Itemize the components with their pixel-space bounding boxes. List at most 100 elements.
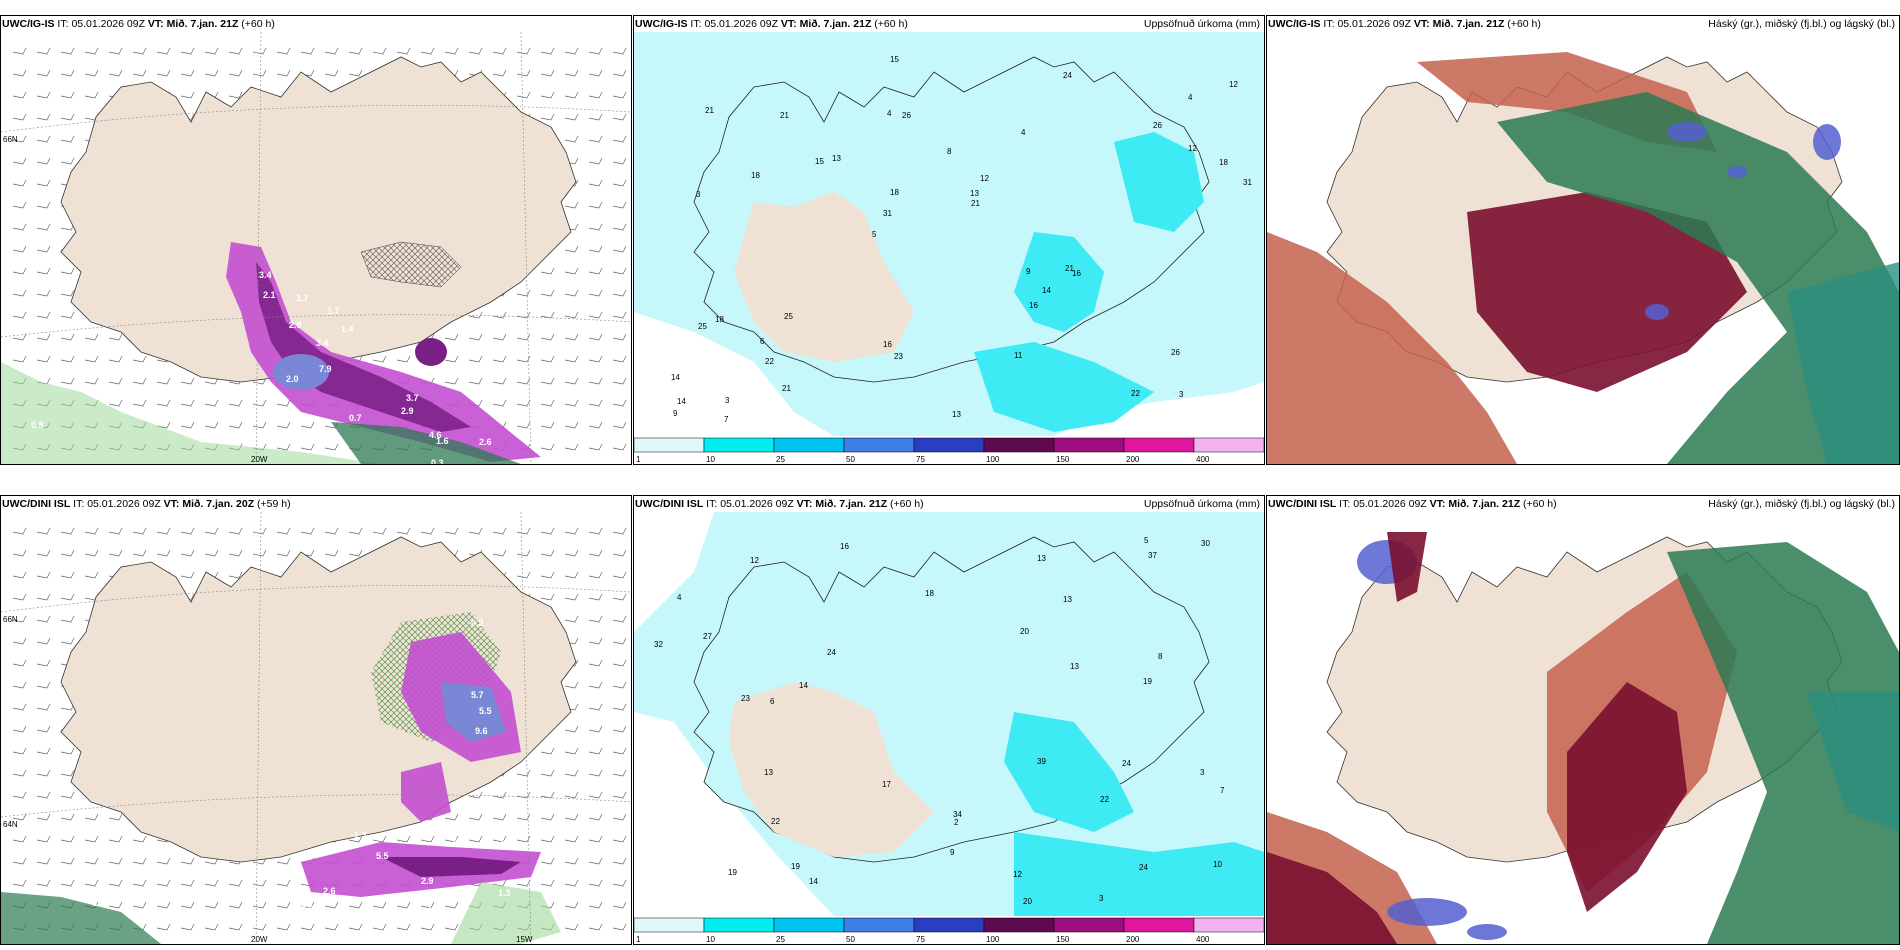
- colorbar-swatch: [634, 917, 705, 933]
- precip-value: 8: [1158, 652, 1163, 661]
- iceland-land: [60, 56, 577, 383]
- init-time: 05.01.2026 09Z: [71, 18, 145, 30]
- precip-map: 3 3 4 5 4 3 4 8 18 13 14 22 26 12 16 21 15 31 9 12 31 16 18 21 2…: [634, 32, 1264, 436]
- precip-value: 9: [1026, 267, 1031, 276]
- precip-value: 18: [751, 171, 760, 180]
- panel-dini-wind: UWC/DINI ISL IT: 05.01.2026 09Z VT: Mið.…: [0, 495, 632, 945]
- precip-value: 8: [947, 147, 952, 156]
- green-sw: [1, 892, 161, 944]
- panel-header: UWC/IG-IS IT: 05.01.2026 09Z VT: Mið. 7.…: [1268, 17, 1898, 32]
- precip-value: 21: [1065, 264, 1074, 273]
- precip-value: 17: [882, 780, 891, 789]
- model-name: UWC/DINI ISL: [2, 498, 71, 510]
- lead-time: (+60 h): [890, 498, 924, 510]
- precip-band: [226, 242, 541, 462]
- vt-label: VT:: [1429, 498, 1446, 510]
- panel-title: Háský (gr.), miðský (fj.bl.) og lágský (…: [1708, 498, 1895, 510]
- panel-header: UWC/DINI ISL IT: 05.01.2026 09Z VT: Mið.…: [1268, 497, 1898, 512]
- precip-value: 3: [1200, 768, 1205, 777]
- model-name: UWC/IG-IS: [1268, 18, 1321, 30]
- vt-label: VT:: [780, 18, 797, 30]
- precip-heavy-ne: [1114, 132, 1204, 232]
- precip-heavy-se: [1004, 712, 1134, 832]
- colorbar-swatch: [1193, 917, 1264, 933]
- precip-value: 16: [840, 542, 849, 551]
- temp-label: 1.3: [93, 898, 106, 908]
- panel-igis-wind: UWC/IG-IS IT: 05.01.2026 09Z VT: Mið. 7.…: [0, 15, 632, 465]
- precip-value: 16: [883, 340, 892, 349]
- panel-dini-precip: UWC/DINI ISL IT: 05.01.2026 09Z VT: Mið.…: [633, 495, 1265, 945]
- precip-value: 18: [925, 589, 934, 598]
- precip-value: 30: [1201, 539, 1210, 548]
- init-time: 05.01.2026 09Z: [1337, 18, 1411, 30]
- precip-value: 15: [815, 157, 824, 166]
- precip-value: 21: [780, 111, 789, 120]
- precip-value: 32: [654, 640, 663, 649]
- precip-value: 6: [760, 337, 765, 346]
- lead-time: (+60 h): [241, 18, 275, 30]
- cloud-blue-patches: [1645, 122, 1841, 320]
- temp-label: 5.5: [453, 838, 466, 848]
- cloud-teal-east: [1807, 692, 1899, 832]
- precip-value: 12: [980, 174, 989, 183]
- precip-value: 37: [1148, 551, 1157, 560]
- precip-value: 12: [1229, 80, 1238, 89]
- green-band-dark: [331, 422, 521, 464]
- temp-label: 0.7: [349, 413, 362, 423]
- temp-label: 4.6: [429, 430, 442, 440]
- temp-labels: 3.42.1 1.72.91.71.43.47.92.03.72.94.61.6 2…: [31, 270, 492, 464]
- temp-label: 2.0: [286, 374, 299, 384]
- valid-time: Mið. 7.jan. 21Z: [799, 18, 872, 30]
- model-name: UWC/IG-IS: [635, 18, 688, 30]
- precip-value: 14: [799, 681, 808, 690]
- temp-label: 7.9: [319, 364, 332, 374]
- vt-label: VT:: [1413, 18, 1430, 30]
- precip-value: 5: [872, 230, 877, 239]
- temp-label: 0.3: [471, 618, 484, 628]
- precip-value: 3: [1099, 894, 1104, 903]
- precip-value: 3: [1179, 390, 1184, 399]
- init-time: 05.01.2026 09Z: [720, 498, 794, 510]
- it-label: IT:: [706, 498, 718, 510]
- dry-land-west: [734, 192, 914, 362]
- temp-label: 2.9: [421, 876, 434, 886]
- temp-labels: 5.75.59.61.9-1.35.55.5 5.72.62.91.30.61.3…: [79, 618, 514, 926]
- colorbar-swatch: [843, 917, 915, 933]
- precip-colorbar: 1 10 25 50 75 100 150 200 400: [634, 916, 1264, 944]
- temp-label: 5.5: [479, 706, 492, 716]
- graticule: [1, 32, 631, 464]
- init-time: 05.01.2026 09Z: [704, 18, 778, 30]
- valid-time: Mið. 7.jan. 21Z: [166, 18, 239, 30]
- dry-sea-nw: [634, 512, 714, 632]
- panel-title: Uppsöfnuð úrkoma (mm): [1143, 498, 1260, 510]
- precip-value: 22: [1100, 795, 1109, 804]
- valid-time: Mið. 7.jan. 21Z: [815, 498, 888, 510]
- cloud-maroon-sw: [1267, 852, 1397, 944]
- precip-value: 24: [1122, 759, 1131, 768]
- colorbar-swatch: [1123, 917, 1195, 933]
- dry-sea-west: [634, 712, 834, 916]
- cloud-maroon-north: [1387, 532, 1427, 602]
- cloud-map: [1267, 32, 1899, 464]
- precip-value: 18: [890, 188, 899, 197]
- temp-label: 1.3: [498, 888, 511, 898]
- init-time: 05.01.2026 09Z: [1353, 498, 1427, 510]
- precip-value: 12: [750, 556, 759, 565]
- precip-value: 20: [1023, 897, 1032, 906]
- lead-time: (+59 h): [257, 498, 291, 510]
- model-name: UWC/IG-IS: [2, 18, 55, 30]
- panel-title: Háský (gr.), miðský (fj.bl.) og lágský (…: [1708, 18, 1895, 30]
- colorbar-tick-label: 1: [636, 935, 641, 944]
- temp-label: -3.3: [363, 916, 379, 926]
- glacier-vatnajokull: [360, 241, 462, 288]
- colorbar-tick-label: 200: [1126, 935, 1140, 944]
- lead-time: (+60 h): [1523, 498, 1557, 510]
- green-s: [451, 882, 561, 944]
- temp-label: 5.7: [501, 840, 514, 850]
- precip-value: 19: [1143, 677, 1152, 686]
- colorbar-swatch: [913, 917, 985, 933]
- colorbar-tick-label: 10: [706, 455, 715, 464]
- precip-value: 4: [1188, 93, 1193, 102]
- panel-header: UWC/IG-IS IT: 05.01.2026 09Z VT: Mið. 7.…: [2, 17, 630, 32]
- colorbar-swatch: [913, 437, 985, 453]
